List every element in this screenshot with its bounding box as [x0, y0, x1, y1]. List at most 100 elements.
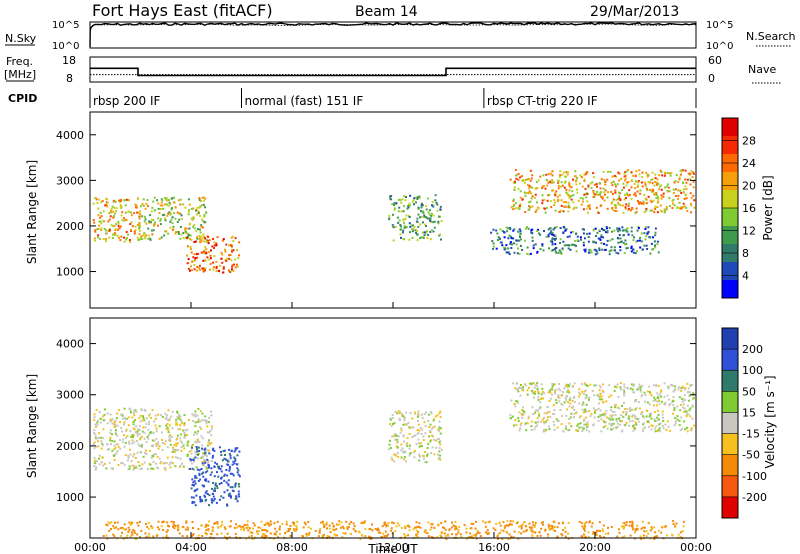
power-region-1 — [138, 196, 208, 242]
velocity-colorbar-tick-label-4: 15 — [742, 406, 756, 419]
freq-unit-label: [MHz] — [4, 68, 36, 81]
velocity-region-0 — [92, 407, 213, 471]
nave-label: Nave — [748, 63, 776, 76]
velocity-ytick-label-3: 4000 — [56, 338, 84, 351]
nsearch-label: N.Search — [746, 30, 796, 43]
velocity-colorbar-tick-label-6: 100 — [742, 364, 763, 377]
power-colorbar-tick-label-0: 4 — [742, 270, 749, 283]
beam-label: Beam 14 — [355, 4, 418, 20]
power-scatter-marks — [92, 169, 696, 274]
power-region-5 — [490, 226, 660, 256]
velocity-colorbar-swatch-3 — [722, 391, 738, 413]
power-range-axis: 1000 2000 3000 4000 — [56, 129, 696, 279]
power-colorbar-swatch-5 — [722, 208, 738, 227]
time-tick-label-2: 08:00 — [276, 541, 308, 554]
nsearch-series — [89, 23, 697, 48]
power-panel-frame — [89, 111, 697, 309]
power-region-4 — [509, 169, 696, 214]
power-colorbar-swatch-1 — [722, 136, 738, 155]
velocity-colorbar-tick-label-7: 200 — [742, 343, 763, 356]
power-colorbar-tick-label-1: 8 — [742, 247, 749, 260]
power-colorbar-swatch-8 — [722, 262, 738, 281]
freq-left-tick-bottom: 8 — [66, 72, 73, 85]
nave-right-tick-bottom: 0 — [708, 72, 715, 85]
power-colorbar-swatch-9 — [722, 280, 738, 299]
time-tick-label-5: 20:00 — [579, 541, 611, 554]
power-colorbar-swatch-3 — [722, 172, 738, 191]
velocity-region-3 — [509, 382, 696, 433]
velocity-colorbar-tick-label-3: -15 — [742, 428, 760, 441]
velocity-colorbar-tick-label-2: -50 — [742, 449, 760, 462]
velocity-colorbar-swatch-1 — [722, 349, 738, 371]
power-ytick-label-1: 2000 — [56, 220, 84, 233]
freq-label: Freq. — [6, 55, 33, 68]
nsky-panel-frame — [89, 21, 697, 49]
velocity-colorbar-tick-label-5: 50 — [742, 385, 756, 398]
power-ytick-label-0: 1000 — [56, 266, 84, 279]
time-tick-label-3: 12:00 — [377, 541, 409, 554]
time-tick-label-1: 04:00 — [175, 541, 207, 554]
power-colorbar-tick-label-6: 28 — [742, 135, 756, 148]
power-colorbar-swatch-6 — [722, 226, 738, 245]
velocity-colorbar-tick-label-0: -200 — [742, 491, 767, 504]
velocity-colorbar-label: Velocity [m s⁻¹] — [763, 375, 777, 468]
velocity-region-2 — [388, 410, 443, 464]
nsky-left-tick-top: 10^5 — [52, 20, 79, 31]
cpid-mode-label-1: normal (fast) 151 IF — [245, 94, 364, 108]
power-colorbar: 4 8 12 16 20 24 28 — [721, 117, 756, 299]
velocity-range-axis: 1000 2000 3000 4000 — [56, 338, 696, 504]
nave-right-tick-top: 60 — [708, 54, 722, 67]
power-y-axis-label: Slant Range [km] — [25, 160, 39, 264]
power-colorbar-tick-label-5: 24 — [742, 157, 756, 170]
freq-panel-frame — [89, 56, 697, 83]
velocity-colorbar-swatch-4 — [722, 412, 738, 434]
velocity-colorbar-tick-label-1: -100 — [742, 470, 767, 483]
velocity-region-1 — [189, 446, 241, 507]
nsearch-right-tick-bottom: 10^0 — [706, 41, 733, 52]
freq-series — [90, 67, 696, 77]
power-colorbar-label: Power [dB] — [761, 175, 775, 240]
velocity-ytick-label-1: 2000 — [56, 440, 84, 453]
velocity-scatter-marks — [92, 382, 696, 540]
power-colorbar-swatch-0 — [722, 118, 738, 137]
time-tick-label-0: 00:00 — [74, 541, 106, 554]
velocity-region-4 — [102, 520, 685, 540]
date-label: 29/Mar/2013 — [590, 4, 679, 20]
cpid-modes: rbsp 200 IF normal (fast) 151 IF rbsp CT-t… — [93, 88, 598, 108]
velocity-colorbar-swatch-6 — [722, 454, 738, 477]
power-ytick-label-3: 4000 — [56, 129, 84, 142]
velocity-panel-frame — [89, 317, 697, 539]
cpid-mode-label-0: rbsp 200 IF — [93, 94, 160, 108]
velocity-colorbar: -200 -100 -50 -15 15 50 100 200 — [721, 327, 767, 519]
cpid-label: CPID — [8, 92, 37, 105]
power-ytick-label-2: 3000 — [56, 174, 84, 187]
power-colorbar-tick-label-3: 16 — [742, 202, 756, 215]
time-tick-label-6: 00:00 — [680, 541, 712, 554]
velocity-colorbar-swatch-7 — [722, 475, 738, 498]
velocity-colorbar-swatch-5 — [722, 433, 738, 456]
power-region-2 — [186, 235, 241, 274]
power-region-0 — [92, 196, 142, 243]
cpid-mode-label-2: rbsp CT-trig 220 IF — [487, 94, 598, 108]
velocity-colorbar-swatch-2 — [722, 370, 738, 392]
time-tick-label-4: 16:00 — [478, 541, 510, 554]
x-axis-label: Time UT — [367, 542, 418, 554]
station-title: Fort Hays East (fitACF) — [92, 1, 273, 20]
power-colorbar-swatch-4 — [722, 190, 738, 209]
velocity-colorbar-swatch-0 — [722, 328, 738, 350]
nsky-left-tick-bottom: 10^0 — [52, 41, 79, 52]
freq-left-tick-top: 18 — [62, 54, 76, 67]
velocity-colorbar-frame — [721, 327, 739, 519]
power-colorbar-tick-label-2: 12 — [742, 225, 756, 238]
nsearch-right-tick-top: 10^5 — [706, 20, 733, 31]
time-axis: 00:00 04:00 08:00 12:00 16:00 20:00 00:00 — [74, 302, 712, 554]
velocity-ytick-label-0: 1000 — [56, 491, 84, 504]
nsky-label: N.Sky — [5, 32, 37, 45]
velocity-ytick-label-2: 3000 — [56, 389, 84, 402]
nsky-series — [89, 22, 697, 48]
power-colorbar-tick-label-4: 20 — [742, 180, 756, 193]
velocity-y-axis-label: Slant Range [km] — [25, 374, 39, 478]
power-region-3 — [388, 194, 443, 242]
